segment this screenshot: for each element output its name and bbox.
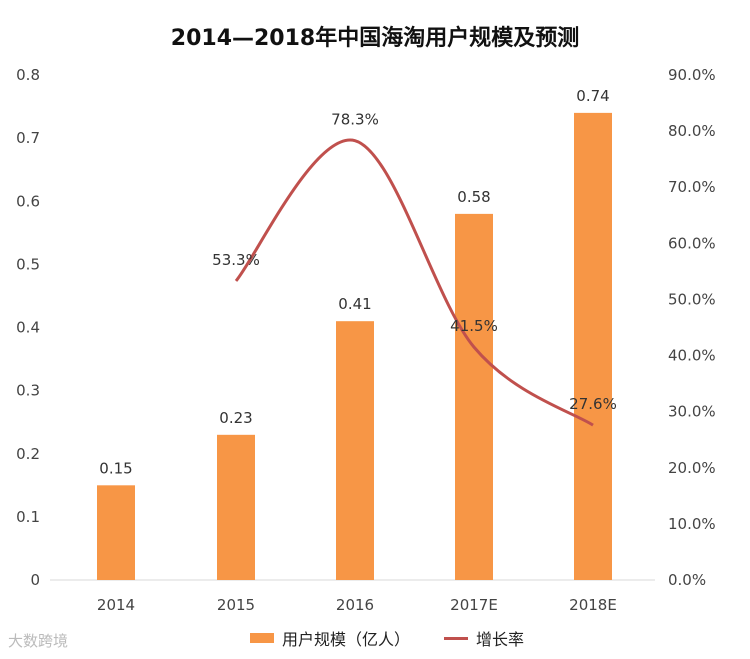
x-tick-label: 2015 (217, 596, 255, 614)
left-tick-label: 0 (30, 571, 40, 589)
left-tick-label: 0.7 (16, 129, 40, 147)
left-tick-label: 0.1 (16, 508, 40, 526)
left-tick-label: 0.3 (16, 382, 40, 400)
right-tick-label: 90.0% (668, 66, 716, 84)
legend-line-swatch (444, 636, 469, 640)
right-tick-label: 60.0% (668, 234, 716, 252)
left-tick-label: 0.4 (16, 319, 40, 337)
left-tick-label: 0.2 (16, 445, 40, 463)
bar (455, 213, 493, 580)
line-data-label: 78.3% (331, 111, 379, 129)
watermark: 大数跨境 (8, 632, 69, 650)
bar-data-label: 0.58 (457, 188, 490, 206)
bar (336, 321, 374, 580)
bar (574, 112, 612, 580)
left-tick-label: 0.8 (16, 66, 40, 84)
bar-data-label: 0.23 (219, 409, 252, 427)
right-tick-label: 0.0% (668, 571, 706, 589)
right-tick-label: 80.0% (668, 122, 716, 140)
line-data-label: 41.5% (450, 317, 498, 335)
right-tick-label: 20.0% (668, 459, 716, 477)
legend-bar-swatch (250, 633, 274, 643)
bar-data-label: 0.74 (576, 87, 609, 105)
line-data-label: 27.6% (569, 395, 617, 413)
bar-data-label: 0.41 (338, 295, 371, 313)
x-tick-label: 2018E (569, 596, 617, 614)
growth-rate-line (234, 138, 594, 427)
bar-data-label: 0.15 (99, 459, 132, 477)
left-tick-label: 0.5 (16, 255, 40, 273)
bar (97, 485, 135, 580)
x-tick-label: 2014 (97, 596, 135, 614)
chart-title: 2014—2018年中国海淘用户规模及预测 (170, 26, 580, 51)
right-tick-label: 10.0% (668, 515, 716, 533)
legend-line-label: 增长率 (476, 630, 525, 649)
left-tick-label: 0.6 (16, 192, 40, 210)
right-tick-label: 40.0% (668, 347, 716, 365)
right-tick-label: 50.0% (668, 290, 716, 308)
right-tick-label: 30.0% (668, 403, 716, 421)
right-tick-label: 70.0% (668, 178, 716, 196)
bar (217, 434, 255, 580)
legend-bar-label: 用户规模（亿人） (282, 630, 411, 649)
x-tick-label: 2017E (450, 596, 498, 614)
line-data-label: 53.3% (212, 251, 260, 269)
x-tick-label: 2016 (336, 596, 374, 614)
legend: 用户规模（亿人） 增长率 (250, 626, 524, 650)
